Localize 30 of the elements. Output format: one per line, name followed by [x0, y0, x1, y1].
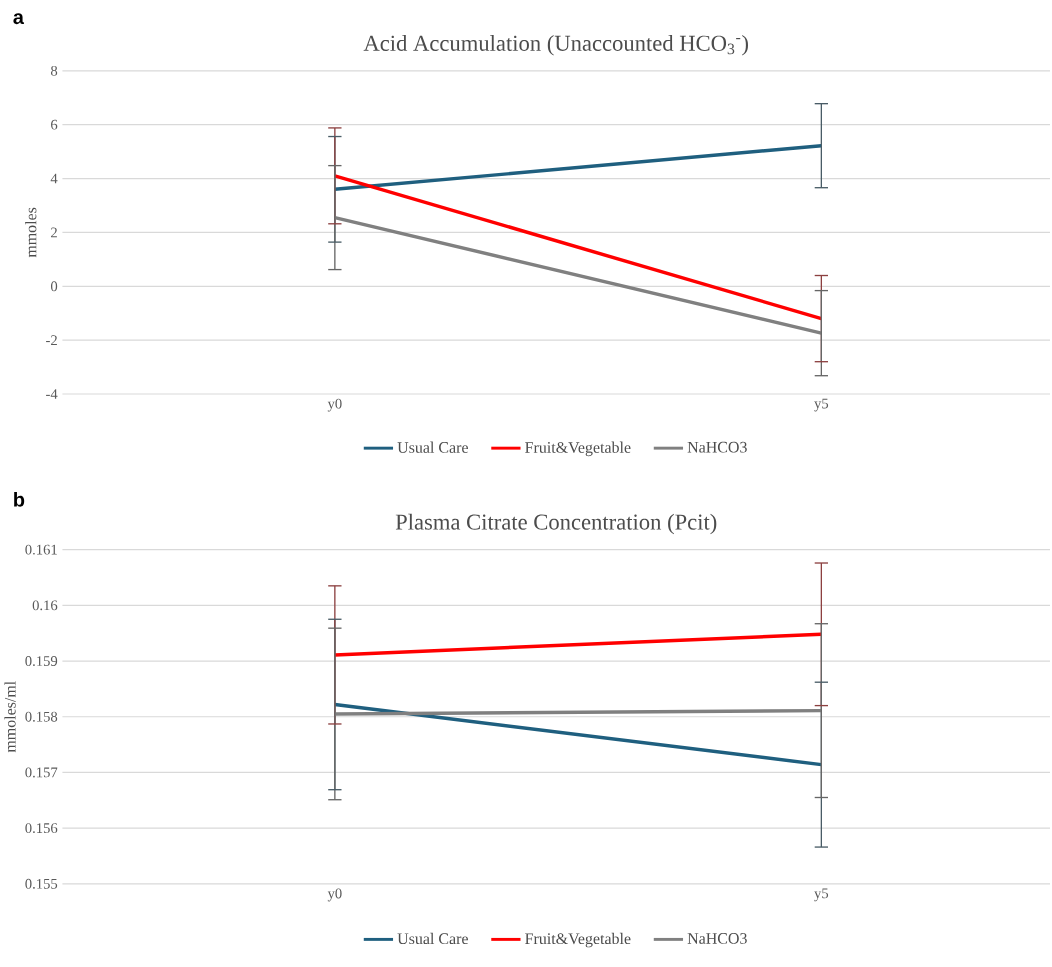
y-tick-label: -2 [46, 335, 57, 346]
text: b [14, 492, 25, 507]
y-tick-label: 4 [50, 173, 58, 184]
legend-label: Usual Care [397, 441, 468, 454]
chart-title: Acid Accumulation (Unaccounted HCO$_{3}$$^{-}$) [363, 35, 749, 56]
x-tick-label: y0 [327, 398, 342, 412]
y-tick-label: 0 [50, 281, 58, 292]
x-tick-label: y5 [814, 888, 829, 902]
y-axis-title: mmoles [25, 207, 37, 258]
text: a [13, 13, 25, 25]
y-tick-label: 2 [51, 227, 57, 238]
y-tick-label: 0.16 [32, 600, 58, 611]
y-tick-label: -4 [46, 389, 58, 400]
legend-label: Fruit&Vegetable [525, 933, 631, 948]
y-tick-label: 0.159 [25, 656, 58, 667]
legend-label: Usual Care [397, 933, 468, 945]
y-tick-label: 0.156 [25, 823, 58, 834]
y-tick-label: 0.161 [25, 544, 57, 555]
legend-label: NaHCO3 [687, 442, 747, 453]
x-tick-label: y5 [814, 398, 829, 412]
y-tick-label: 8 [50, 66, 58, 76]
y-tick-label: 0.158 [25, 711, 58, 722]
legend-label: NaHCO3 [687, 933, 747, 945]
y-tick-label: 0.155 [25, 879, 58, 889]
y-tick-label: 0.157 [25, 767, 58, 778]
y-axis-title: mmoles/ml [4, 681, 16, 753]
legend-label: Fruit&Vegetable [525, 441, 631, 457]
y-tick-label: 6 [51, 119, 58, 130]
x-tick-label: y0 [327, 888, 342, 902]
chart-title: Plasma Citrate Concentration (Pcit) [395, 513, 717, 535]
